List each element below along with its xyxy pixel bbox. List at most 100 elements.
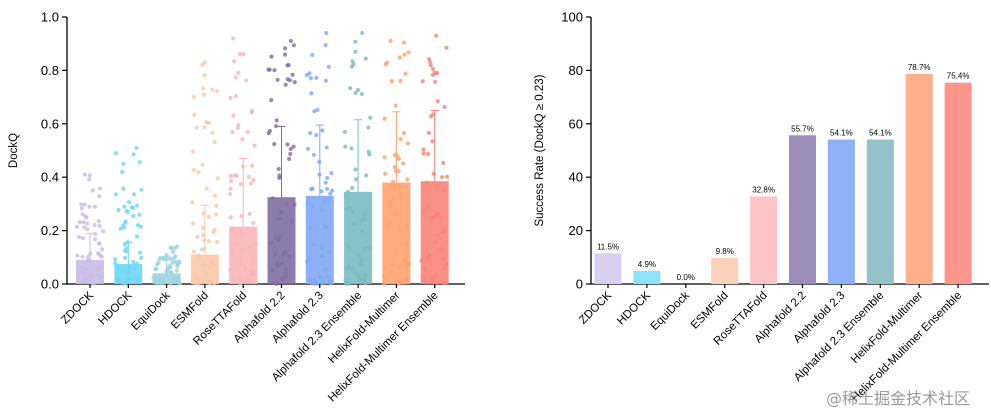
data-point	[348, 86, 353, 91]
data-point	[122, 248, 128, 253]
data-point	[126, 276, 131, 281]
data-point	[311, 203, 316, 208]
data-point	[85, 258, 90, 263]
data-point	[131, 259, 136, 265]
data-point	[190, 278, 195, 283]
data-point	[82, 267, 87, 272]
data-point	[154, 262, 159, 267]
data-point	[197, 275, 202, 281]
data-point	[230, 130, 235, 135]
data-point	[355, 87, 361, 93]
data-point	[426, 253, 432, 258]
data-point	[84, 215, 89, 220]
data-point	[425, 151, 431, 157]
data-point	[284, 271, 289, 277]
success-rate-bar-chart: 0 20 40 60 80 100 Success Rate (DockQ ≥ 0.23) 1…	[534, 10, 989, 404]
data-point	[291, 43, 296, 48]
data-point	[280, 276, 285, 282]
data-point	[434, 70, 440, 76]
data-point	[240, 231, 245, 236]
data-point	[236, 242, 241, 247]
data-point	[177, 280, 182, 286]
data-point	[274, 281, 279, 286]
data-point	[367, 152, 372, 157]
data-point	[347, 265, 352, 271]
data-point	[305, 201, 310, 206]
data-point	[405, 223, 410, 228]
data-point	[210, 130, 215, 135]
data-point	[382, 265, 388, 270]
data-point	[232, 173, 237, 178]
data-point	[204, 120, 209, 125]
data-point	[292, 202, 297, 207]
bar-value-label: 4.9%	[638, 260, 656, 269]
data-point	[401, 40, 406, 45]
data-point	[215, 176, 220, 181]
data-point	[201, 211, 206, 216]
data-point	[397, 55, 402, 60]
data-point	[275, 77, 280, 82]
data-point	[388, 182, 393, 188]
bar-value-label: 9.8%	[716, 247, 734, 256]
data-point	[320, 281, 325, 286]
x-tick-label: HelixFold-Multimer	[326, 290, 402, 366]
data-point	[342, 129, 347, 134]
data-point	[383, 62, 388, 67]
data-point	[362, 211, 367, 217]
y-tick-label: 20	[569, 223, 583, 238]
data-point	[327, 279, 332, 284]
data-point	[244, 78, 249, 83]
x-tick-label: HelixFold-Multimer	[849, 290, 925, 366]
y-tick-label: 60	[569, 116, 583, 131]
data-point	[159, 281, 165, 286]
data-point	[320, 253, 325, 259]
data-point	[74, 224, 79, 229]
data-point	[282, 52, 288, 57]
data-point	[292, 80, 297, 85]
data-point	[121, 186, 126, 191]
data-point	[121, 223, 126, 228]
data-point	[240, 137, 245, 142]
data-point	[326, 197, 331, 202]
data-point	[353, 49, 358, 54]
y-axis-title: DockQ	[8, 133, 20, 168]
data-point	[122, 255, 128, 261]
data-point	[326, 249, 332, 255]
data-point	[283, 46, 288, 51]
data-point	[319, 189, 324, 194]
data-point	[202, 125, 207, 130]
data-point	[388, 38, 393, 44]
data-point	[401, 161, 406, 166]
data-point	[101, 229, 106, 234]
data-point	[236, 70, 241, 75]
data-point	[393, 168, 398, 174]
data-point	[242, 265, 248, 271]
data-point	[283, 82, 288, 87]
data-point	[120, 169, 125, 175]
data-point	[253, 240, 258, 246]
data-point	[79, 206, 84, 211]
data-point	[444, 45, 449, 50]
x-tick-label: ZDOCK	[59, 289, 96, 326]
data-point	[227, 191, 233, 197]
data-point	[405, 177, 410, 182]
data-point	[443, 280, 449, 286]
data-point	[196, 170, 201, 175]
data-point	[392, 165, 397, 170]
data-point	[172, 255, 177, 261]
bar-value-label: 78.7%	[908, 63, 931, 72]
data-point	[92, 204, 98, 209]
data-point	[286, 254, 292, 259]
data-point	[343, 144, 348, 149]
data-point	[134, 234, 140, 239]
data-point	[442, 265, 447, 271]
data-point	[353, 177, 359, 182]
data-point	[388, 200, 393, 205]
data-point	[116, 264, 121, 270]
data-point	[433, 274, 438, 279]
data-point	[397, 183, 402, 188]
data-point	[382, 281, 387, 286]
data-point	[343, 207, 349, 212]
data-point	[424, 180, 429, 185]
